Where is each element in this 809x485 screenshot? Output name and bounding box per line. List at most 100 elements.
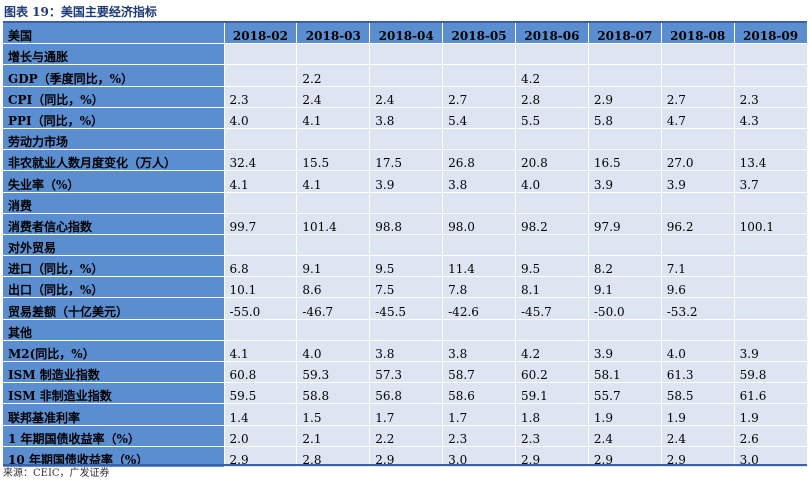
table-cell: 96.2 xyxy=(661,213,735,235)
table-cell xyxy=(296,128,371,151)
table-cell: -55.0 xyxy=(224,297,298,320)
header-month: 2018-03 xyxy=(296,23,371,45)
header-row: 美国 2018-02 2018-03 2018-04 2018-05 2018-… xyxy=(3,23,808,45)
table-cell: 3.8 xyxy=(369,107,444,129)
table-row: ISM 非制造业指数 59.5 58.8 56.8 58.6 59.1 55.7 58.5 61… xyxy=(3,382,808,405)
us-economic-indicators-table: 美国 2018-02 2018-03 2018-04 2018-05 2018-… xyxy=(3,23,808,468)
table-cell: 9.6 xyxy=(661,276,735,299)
row-label: 10 年期国债收益率（%） xyxy=(3,446,225,468)
table-cell xyxy=(296,43,371,66)
table-cell: 15.5 xyxy=(296,149,371,172)
table-cell xyxy=(661,64,735,87)
table-cell xyxy=(661,128,735,151)
table-cell xyxy=(734,234,808,257)
table-cell xyxy=(224,64,298,87)
header-country: 美国 xyxy=(3,23,225,45)
table-cell: 4.1 xyxy=(224,170,298,193)
table-row: 10 年期国债收益率（%） 2.9 2.8 2.9 3.0 2.9 2.9 2.9 3.0 xyxy=(3,446,808,468)
table-row: ISM 制造业指数 60.8 59.3 57.3 58.7 60.2 58.1 61.3 59.… xyxy=(3,361,808,384)
table-cell: 4.1 xyxy=(296,170,371,193)
row-label: 失业率（%） xyxy=(3,170,225,193)
table-cell: 1.9 xyxy=(588,403,662,426)
table-cell: 1.4 xyxy=(224,403,298,426)
table-cell: 2.9 xyxy=(661,446,735,468)
table-cell xyxy=(224,234,298,257)
table-cell: 8.1 xyxy=(515,276,589,299)
table-cell: 1.7 xyxy=(442,403,516,426)
table-cell: 2.2 xyxy=(369,425,444,447)
table-cell: -42.6 xyxy=(442,297,516,320)
table-cell: 100.1 xyxy=(734,213,808,235)
table-row: M2(同比，%） 4.1 4.0 3.8 3.8 4.2 3.9 4.0 3.9 xyxy=(3,340,808,363)
table-cell: 11.4 xyxy=(442,255,516,278)
table-cell xyxy=(224,128,298,151)
table-cell xyxy=(588,128,662,151)
table-cell: 2.9 xyxy=(588,86,662,108)
table-cell: 3.9 xyxy=(588,340,662,363)
table-cell: 4.1 xyxy=(224,340,298,363)
table-cell: 60.2 xyxy=(515,361,589,384)
table-cell xyxy=(442,43,516,66)
table-row: 失业率（%） 4.1 4.1 3.9 3.8 4.0 3.9 3.9 3.7 xyxy=(3,170,808,193)
section-label: 对外贸易 xyxy=(3,234,225,257)
table-cell: 98.2 xyxy=(515,213,589,235)
table-cell: 56.8 xyxy=(369,382,444,405)
table-cell: 99.7 xyxy=(224,213,298,235)
header-month: 2018-08 xyxy=(661,23,735,45)
table-cell: 58.1 xyxy=(588,361,662,384)
table-cell: 101.4 xyxy=(296,213,371,235)
table-cell: 4.0 xyxy=(224,107,298,129)
table-cell: 98.0 xyxy=(442,213,516,235)
table-cell xyxy=(588,64,662,87)
table-cell: 1.5 xyxy=(296,403,371,426)
table-cell xyxy=(588,319,662,341)
table-cell: 4.3 xyxy=(734,107,808,129)
table-cell: 4.7 xyxy=(661,107,735,129)
table-cell: 4.0 xyxy=(296,340,371,363)
table-cell xyxy=(734,276,808,299)
section-label: 劳动力市场 xyxy=(3,128,225,151)
table-cell: 20.8 xyxy=(515,149,589,172)
table-cell: 97.9 xyxy=(588,213,662,235)
table-cell: 2.3 xyxy=(515,425,589,447)
table-cell: 98.8 xyxy=(369,213,444,235)
row-label: GDP（季度同比，%） xyxy=(3,64,225,87)
table-cell: 4.2 xyxy=(515,64,589,87)
table-cell xyxy=(224,319,298,341)
table-cell: 59.1 xyxy=(515,382,589,405)
row-label: M2(同比，%） xyxy=(3,340,225,363)
table-cell xyxy=(515,128,589,151)
table-cell: -45.7 xyxy=(515,297,589,320)
table-cell: 3.9 xyxy=(369,170,444,193)
table-cell xyxy=(515,192,589,214)
table-cell: 4.0 xyxy=(515,170,589,193)
table-cell: 2.3 xyxy=(442,425,516,447)
table-cell: 2.7 xyxy=(661,86,735,108)
table-cell: 59.5 xyxy=(224,382,298,405)
row-label: 联邦基准利率 xyxy=(3,403,225,426)
header-month: 2018-05 xyxy=(442,23,516,45)
table-cell xyxy=(734,192,808,214)
table-cell: 61.6 xyxy=(734,382,808,405)
table-row: 进口（同比，%） 6.8 9.1 9.5 11.4 9.5 8.2 7.1 xyxy=(3,255,808,278)
table-cell xyxy=(661,234,735,257)
table-cell: 2.2 xyxy=(296,64,371,87)
row-label: ISM 制造业指数 xyxy=(3,361,225,384)
section-label: 消费 xyxy=(3,192,225,214)
table-cell xyxy=(369,64,444,87)
table-cell: 4.1 xyxy=(296,107,371,129)
table-cell: 2.8 xyxy=(515,86,589,108)
section-row: 对外贸易 xyxy=(3,234,808,257)
table-cell: 5.8 xyxy=(588,107,662,129)
table-cell: 2.3 xyxy=(734,86,808,108)
table-cell xyxy=(442,64,516,87)
table-cell: 55.7 xyxy=(588,382,662,405)
row-label: 进口（同比，%） xyxy=(3,255,225,278)
table-cell xyxy=(734,128,808,151)
table-cell: 7.8 xyxy=(442,276,516,299)
table-cell: 58.6 xyxy=(442,382,516,405)
table-cell: 9.5 xyxy=(515,255,589,278)
header-month: 2018-02 xyxy=(224,23,298,45)
bottom-rule xyxy=(3,464,807,466)
table-cell: -45.5 xyxy=(369,297,444,320)
